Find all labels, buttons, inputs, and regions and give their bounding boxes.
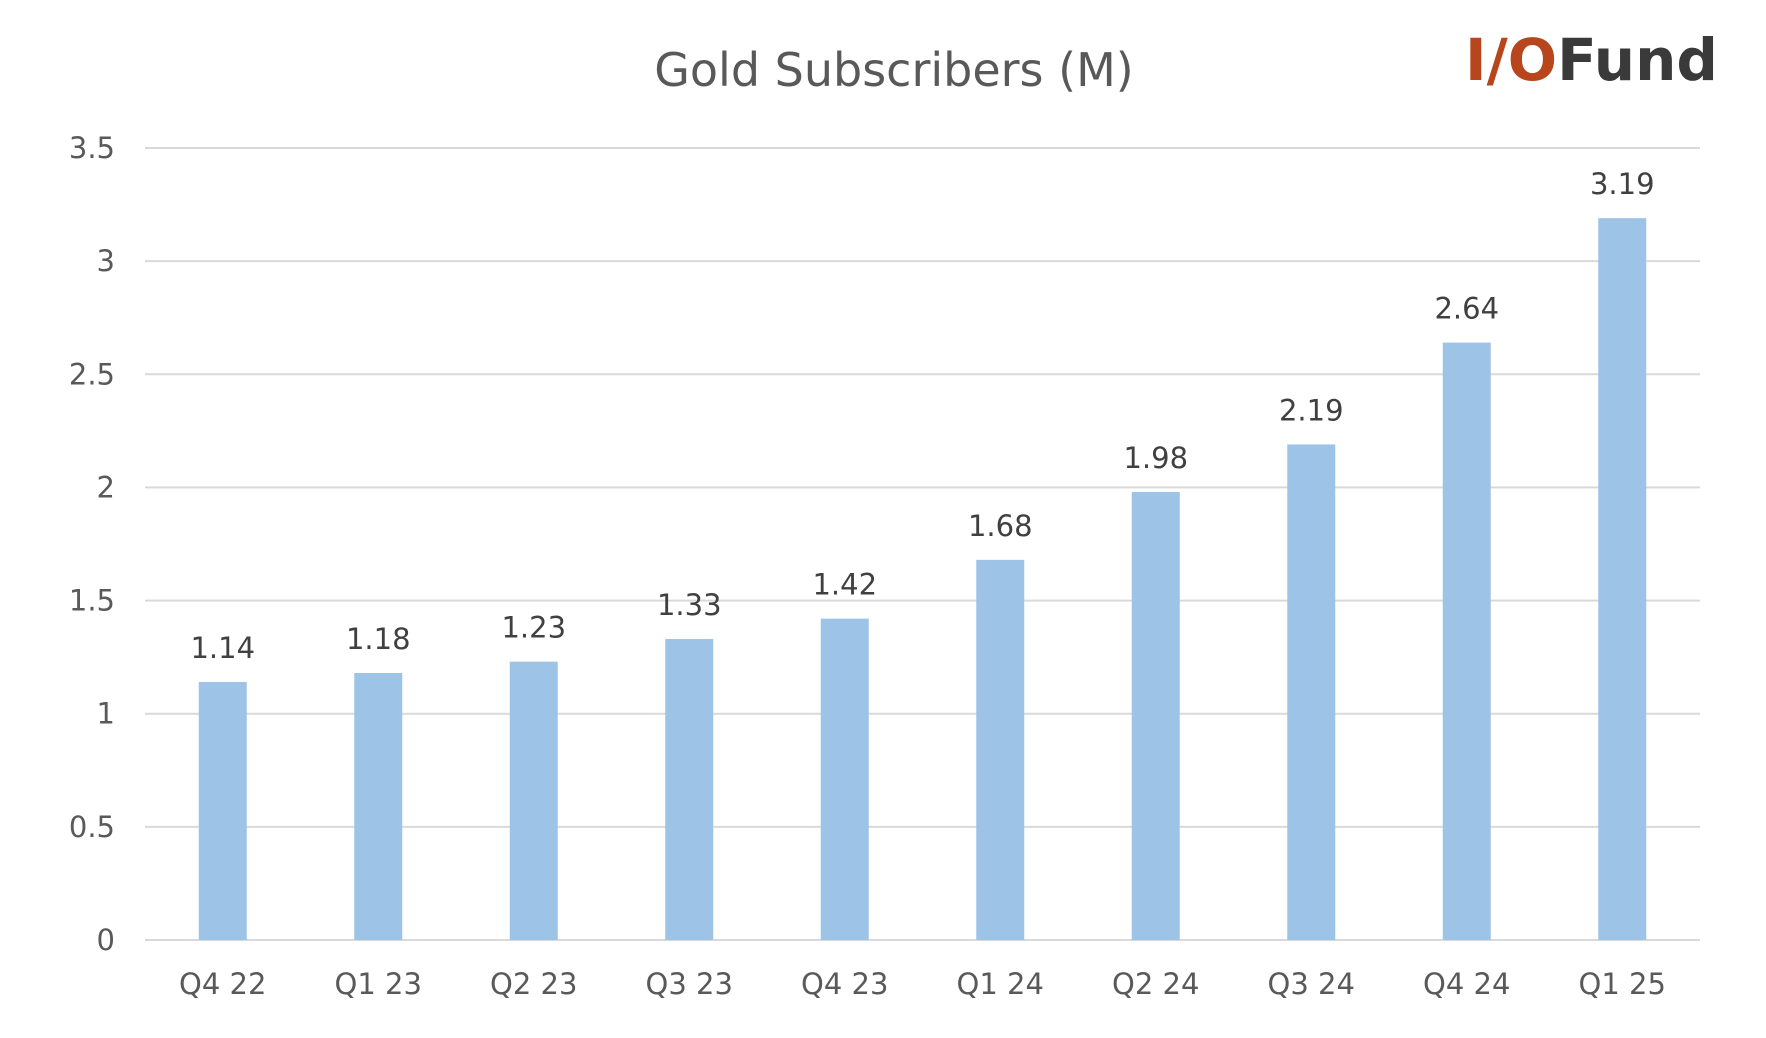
x-tick-label: Q4 24 xyxy=(1423,967,1510,1001)
chart-title: Gold Subscribers (M) xyxy=(654,43,1133,97)
bar xyxy=(1131,491,1180,940)
data-label: 3.19 xyxy=(1590,167,1655,201)
y-tick-label: 0.5 xyxy=(69,810,115,844)
y-tick-label: 0 xyxy=(97,923,115,957)
logo-suffix: Fund xyxy=(1557,26,1718,94)
bars xyxy=(198,218,1647,941)
data-label: 1.98 xyxy=(1123,441,1188,475)
x-tick-label: Q1 23 xyxy=(335,967,422,1001)
bar xyxy=(1598,218,1647,941)
y-tick-label: 3.5 xyxy=(69,131,115,165)
y-axis-tick-labels: 0 0.5 1 1.5 2 2.5 3 3.5 xyxy=(69,131,115,957)
x-tick-label: Q3 24 xyxy=(1268,967,1355,1001)
data-labels: 1.14 1.18 1.23 1.33 1.42 1.68 1.98 2.19 2.64 3.19 xyxy=(190,167,1654,665)
data-label: 1.18 xyxy=(346,622,411,656)
bar xyxy=(1287,444,1336,940)
io-fund-logo: I/OFund xyxy=(1465,26,1718,94)
x-axis-tick-labels: Q4 22 Q1 23 Q2 23 Q3 23 Q4 23 Q1 24 Q2 24 Q3 24… xyxy=(179,967,1666,1001)
x-tick-label: Q3 23 xyxy=(646,967,733,1001)
x-tick-label: Q4 23 xyxy=(801,967,888,1001)
bar xyxy=(354,672,403,940)
y-tick-label: 1.5 xyxy=(69,584,115,618)
bar xyxy=(665,639,714,940)
x-tick-label: Q2 23 xyxy=(490,967,577,1001)
x-tick-label: Q2 24 xyxy=(1112,967,1199,1001)
gridlines xyxy=(145,147,1700,941)
data-label: 1.33 xyxy=(657,588,722,622)
data-label: 2.19 xyxy=(1279,393,1344,427)
bar xyxy=(820,618,869,940)
data-label: 1.14 xyxy=(190,631,255,665)
bar xyxy=(1442,342,1491,940)
data-label: 1.23 xyxy=(501,611,566,645)
y-tick-label: 2 xyxy=(97,470,115,504)
y-tick-label: 3 xyxy=(97,244,115,278)
data-label: 2.64 xyxy=(1434,292,1499,326)
bar xyxy=(198,682,247,940)
y-tick-label: 2.5 xyxy=(69,357,115,391)
y-tick-label: 1 xyxy=(97,697,115,731)
x-tick-label: Q1 25 xyxy=(1579,967,1666,1001)
bar xyxy=(509,661,558,940)
logo-prefix: I/O xyxy=(1465,26,1557,94)
bar xyxy=(976,559,1025,940)
x-tick-label: Q4 22 xyxy=(179,967,266,1001)
x-tick-label: Q1 24 xyxy=(957,967,1044,1001)
data-label: 1.42 xyxy=(812,568,877,602)
data-label: 1.68 xyxy=(968,509,1033,543)
